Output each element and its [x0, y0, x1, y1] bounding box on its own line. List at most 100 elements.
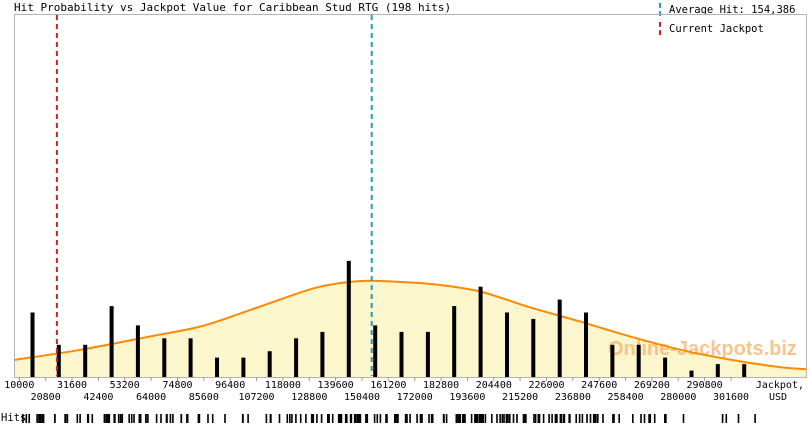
histogram-bar: [610, 344, 615, 378]
x-axis-label: 301600: [712, 392, 750, 403]
rug-tick: [28, 414, 30, 423]
rug-tick: [503, 414, 505, 423]
x-axis-label: 85600: [188, 392, 219, 403]
rug-tick: [121, 414, 124, 423]
histogram-bar: [478, 286, 483, 377]
rug-tick: [25, 414, 28, 423]
histogram-bar: [320, 331, 325, 377]
rug-tick: [155, 414, 158, 423]
rug-tick: [365, 414, 367, 423]
x-axis-label: 150400: [343, 392, 381, 403]
rug-tick: [340, 414, 343, 423]
rug-tick: [86, 414, 89, 423]
histogram-bar: [346, 260, 351, 377]
histogram-bar: [30, 312, 35, 377]
legend-average-hit: Average Hit: 154,386: [659, 0, 795, 19]
rug-tick: [537, 414, 540, 423]
rug-tick: [38, 414, 40, 423]
rug-tick: [119, 414, 122, 423]
average-hit-line-swatch: [659, 3, 661, 16]
rug-tick: [327, 414, 329, 423]
rug-tick: [665, 414, 667, 423]
rug-tick: [586, 414, 588, 423]
rug-tick: [359, 414, 362, 423]
rug-tick: [649, 414, 652, 423]
rug-tick: [180, 414, 183, 423]
x-axis-label: 53200: [109, 380, 140, 391]
rug-tick: [496, 414, 498, 423]
rug-tick: [560, 414, 563, 423]
rug-tick: [640, 414, 642, 423]
rug-tick: [91, 414, 94, 423]
rug-tick: [41, 414, 43, 423]
rug-tick: [563, 414, 566, 423]
rug-tick: [581, 414, 584, 423]
rug-tick: [455, 414, 458, 423]
rug-tick: [39, 414, 42, 423]
rug-tick: [133, 414, 135, 423]
rug-tick: [575, 414, 577, 423]
rug-tick: [419, 414, 422, 423]
histogram-bar: [663, 357, 668, 377]
x-axis-label: 280000: [660, 392, 697, 403]
rug-tick: [79, 414, 81, 423]
rug-tick: [76, 414, 79, 423]
rug-tick: [242, 414, 244, 423]
x-axis-label: 139600: [317, 380, 354, 391]
histogram-bar: [399, 331, 404, 377]
rug-tick: [312, 414, 315, 423]
histogram-bar: [267, 351, 272, 377]
histogram-bar: [241, 357, 246, 377]
x-axis-unit-line2: USD: [768, 392, 788, 403]
rug-tick: [430, 414, 433, 423]
rug-tick: [138, 414, 141, 423]
rug-tick: [643, 414, 646, 423]
rug-tick: [597, 414, 599, 423]
x-axis-label: 215200: [502, 392, 539, 403]
x-axis-unit-line1: Jackpot,: [755, 380, 804, 391]
histogram-bar: [188, 338, 193, 377]
histogram-bar: [109, 306, 114, 378]
x-axis-label: 74800: [162, 380, 193, 391]
rug-tick: [379, 414, 382, 423]
rug-tick: [197, 414, 200, 423]
rug-tick: [357, 414, 360, 423]
rug-tick: [346, 414, 348, 423]
rug-tick: [147, 414, 149, 423]
rug-tick: [376, 414, 379, 423]
legend-average-hit-label: Average Hit: 154,386: [669, 3, 796, 16]
rug-tick: [542, 414, 545, 423]
rug-tick: [431, 414, 434, 423]
rug-tick: [505, 414, 508, 423]
rug-tick: [36, 414, 38, 423]
histogram-bar: [215, 357, 219, 377]
rug-tick: [421, 414, 423, 423]
legend-current-jackpot: Current Jackpot: [659, 19, 795, 38]
rug-tick: [754, 414, 756, 423]
rug-tick: [484, 414, 487, 423]
rug-tick: [105, 414, 108, 423]
rug-tick: [186, 414, 188, 423]
rug-tick: [428, 414, 430, 423]
rug-tick: [366, 414, 369, 423]
rug-tick: [578, 414, 581, 423]
x-axis-label: 10000: [4, 380, 35, 391]
rug-tick: [593, 414, 596, 423]
rug-tick: [270, 414, 272, 423]
rug-tick: [396, 414, 398, 423]
rug-tick: [459, 414, 461, 423]
x-axis-label: 96400: [215, 380, 246, 391]
rug-tick: [501, 414, 504, 423]
x-axis-label: 290800: [686, 380, 723, 391]
x-axis-label: 161200: [370, 380, 407, 391]
rug-tick: [474, 414, 476, 423]
rug-tick: [166, 414, 168, 423]
rug-tick: [458, 414, 461, 423]
x-axis-label: 269200: [633, 380, 670, 391]
rug-tick: [114, 414, 116, 423]
histogram-bar: [531, 318, 536, 377]
legend: Average Hit: 154,386 Current Jackpot: [659, 0, 795, 38]
rug-tick: [128, 414, 130, 423]
rug-tick: [265, 414, 268, 423]
x-axis-label: 182800: [423, 380, 460, 391]
